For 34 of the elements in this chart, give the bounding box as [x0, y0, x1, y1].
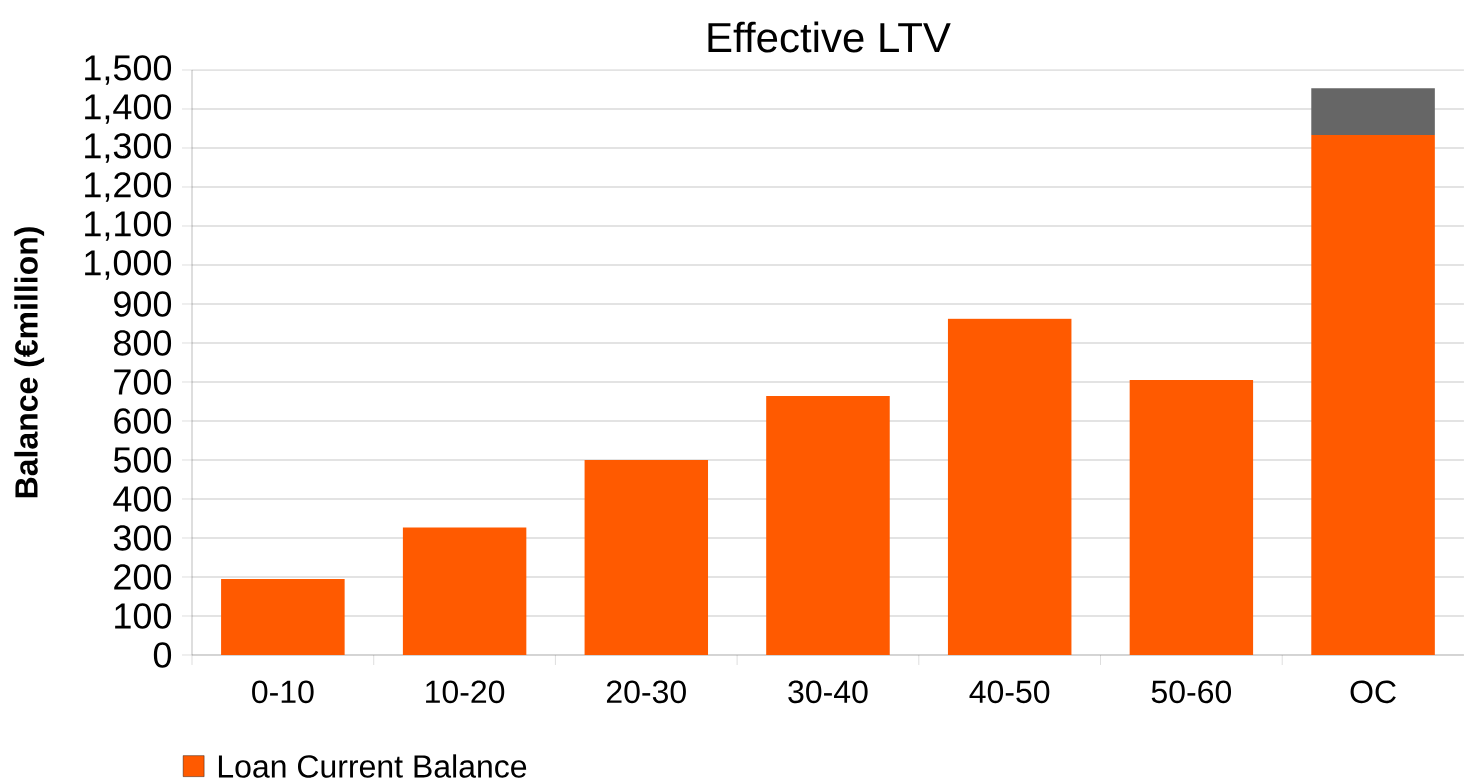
y-tick-label: 1,400 [85, 94, 172, 124]
y-tick-label: 1,500 [85, 55, 172, 85]
x-tick-label: 0-10 [252, 680, 314, 704]
y-tick-label: 800 [113, 330, 172, 356]
y-tick-label: 1,300 [85, 133, 172, 163]
bar [947, 318, 1072, 655]
chart-title: Effective LTV [708, 21, 951, 53]
x-tick-label: 10-20 [426, 680, 505, 704]
y-tick-label: 900 [114, 291, 172, 317]
bar [766, 396, 890, 655]
y-tick-label: 1,100 [85, 211, 172, 241]
y-tick-label: 500 [113, 447, 172, 473]
y-tick-label: 600 [114, 408, 172, 434]
y-axis-title: Balance (€million) [14, 227, 45, 498]
x-tick-label: 40-50 [969, 680, 1050, 704]
legend-label: Loan Current Balance [218, 754, 527, 778]
bar [1129, 380, 1254, 655]
y-tick-label: 700 [114, 369, 172, 395]
x-tick-label: 50-60 [1151, 680, 1232, 704]
x-tick-label: 20-30 [606, 680, 686, 704]
x-tick-label: 30-40 [788, 680, 868, 704]
x-tick-label: OC [1350, 680, 1396, 704]
y-tick-label: 0 [153, 642, 172, 668]
y-tick-label: 100 [115, 603, 172, 629]
y-tick-label: 400 [113, 486, 172, 512]
bar [1311, 88, 1435, 136]
y-tick-label: 300 [113, 525, 172, 551]
bar [584, 459, 709, 655]
y-tick-label: 1,200 [85, 172, 172, 202]
bar [221, 578, 345, 655]
y-tick-label: 200 [114, 564, 172, 590]
y-tick-label: 1,000 [85, 250, 172, 280]
bar [402, 527, 527, 655]
bar [1311, 135, 1435, 655]
